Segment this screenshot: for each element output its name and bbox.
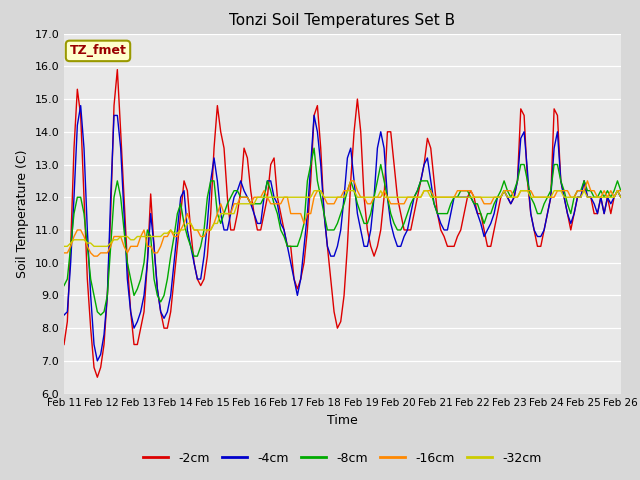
Text: TZ_fmet: TZ_fmet bbox=[70, 44, 127, 58]
Legend: -2cm, -4cm, -8cm, -16cm, -32cm: -2cm, -4cm, -8cm, -16cm, -32cm bbox=[138, 447, 547, 469]
Title: Tonzi Soil Temperatures Set B: Tonzi Soil Temperatures Set B bbox=[229, 13, 456, 28]
Y-axis label: Soil Temperature (C): Soil Temperature (C) bbox=[16, 149, 29, 278]
X-axis label: Time: Time bbox=[327, 414, 358, 427]
